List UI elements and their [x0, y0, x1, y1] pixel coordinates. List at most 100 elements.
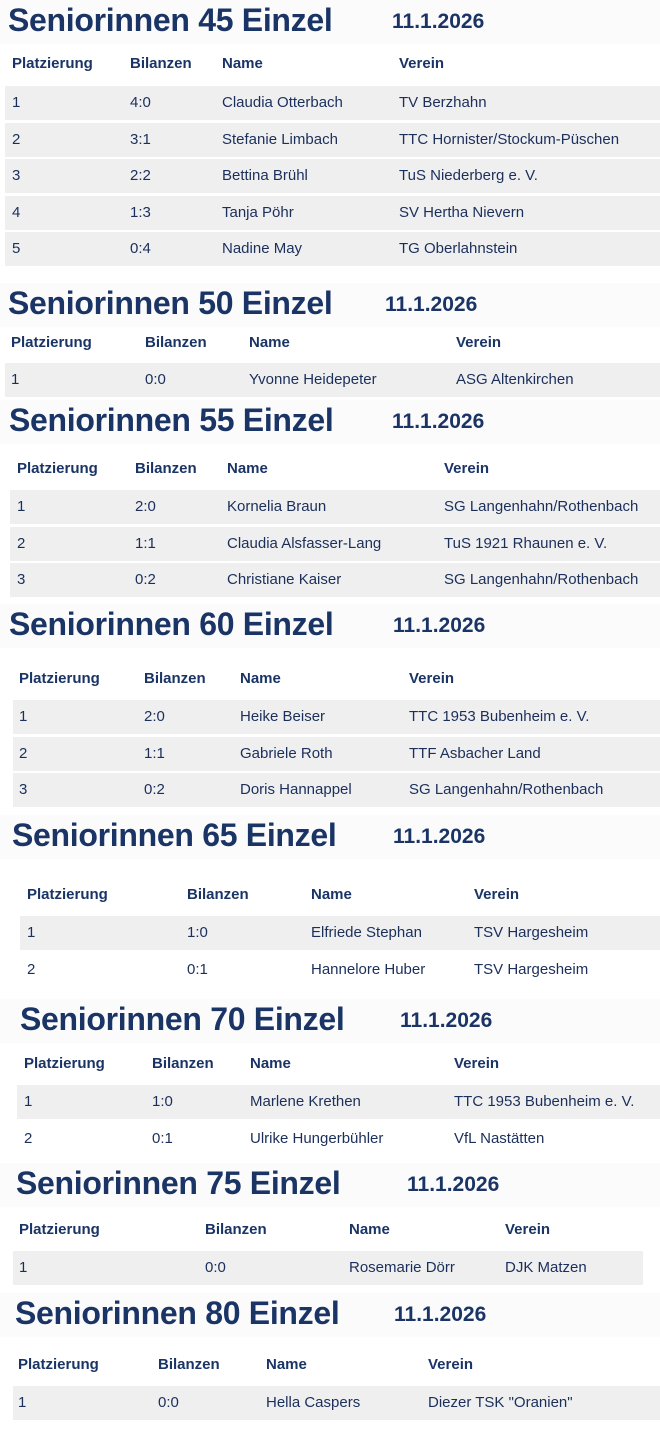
header-verein: Verein — [474, 886, 520, 903]
cell-name: Doris Hannappel — [240, 781, 352, 798]
header-name: Name — [222, 55, 263, 72]
cell-name: Claudia Otterbach — [222, 94, 343, 111]
cell-bilanzen: 0:1 — [187, 960, 208, 978]
section-title: Seniorinnen 70 Einzel — [20, 1001, 345, 1037]
result-section: Seniorinnen 65 Einzel 11.1.2026 Platzierun… — [0, 815, 660, 978]
cell-bilanzen: 3:1 — [130, 130, 151, 148]
header-name: Name — [250, 1055, 291, 1072]
cell-bilanzen: 0:4 — [130, 240, 151, 257]
header-platzierung: Platzierung — [24, 1055, 105, 1072]
table-row: 3 0:2 Doris Hannappel SG Langenhahn/Rothenb… — [13, 773, 660, 807]
cell-verein: TV Berzhahn — [399, 94, 487, 111]
table-row: 1 1:0 Elfriede Stephan TSV Hargesheim — [20, 916, 660, 950]
cell-name: Rosemarie Dörr — [349, 1259, 455, 1276]
cell-name: Nadine May — [222, 240, 303, 257]
table-row: 1 2:0 Kornelia Braun SG Langenhahn/Rothenba… — [10, 490, 660, 524]
header-name: Name — [240, 670, 281, 687]
section-title-row — [0, 1293, 660, 1337]
cell-platzierung: 1 — [19, 1259, 28, 1276]
cell-bilanzen: 2:0 — [135, 498, 156, 515]
table-row: 2 3:1 Stefanie Limbach TTC Hornister/Stocku… — [5, 122, 660, 157]
cell-verein: ASG Altenkirchen — [456, 371, 574, 388]
cell-platzierung: 1 — [12, 94, 21, 111]
cell-name: Stefanie Limbach — [222, 130, 338, 148]
cell-platzierung: 5 — [12, 240, 21, 257]
result-section: Seniorinnen 70 Einzel 11.1.2026 Platzierun… — [0, 999, 660, 1147]
cell-verein: SG Langenhahn/Rothenbach — [409, 781, 604, 798]
table-row: 3 2:2 Bettina Brühl TuS Niederberg e. V. — [5, 159, 660, 193]
cell-bilanzen: 2:0 — [144, 708, 165, 725]
cell-platzierung: 2 — [27, 960, 36, 978]
table-row: 1 0:0 Rosemarie Dörr DJK Matzen — [13, 1251, 643, 1285]
header-bilanzen: Bilanzen — [187, 886, 249, 903]
section-title-row — [0, 400, 660, 444]
section-title: Seniorinnen 75 Einzel — [16, 1165, 341, 1201]
section-date: 11.1.2026 — [392, 10, 485, 33]
cell-bilanzen: 1:3 — [130, 203, 151, 221]
cell-platzierung: 1 — [17, 498, 26, 515]
cell-bilanzen: 0:1 — [152, 1129, 173, 1147]
cell-verein: VfL Nastätten — [454, 1129, 545, 1147]
cell-name: Claudia Alsfasser-Lang — [227, 534, 382, 552]
header-platzierung: Platzierung — [19, 1221, 100, 1238]
result-section: Seniorinnen 45 Einzel 11.1.2026 Platzierun… — [0, 0, 660, 266]
header-platzierung: Platzierung — [17, 460, 98, 477]
cell-bilanzen: 0:0 — [145, 371, 166, 388]
table-row: 3 0:2 Christiane Kaiser SG Langenhahn/Rothe… — [10, 563, 660, 597]
header-platzierung: Platzierung — [11, 334, 92, 351]
cell-platzierung: 2 — [17, 534, 26, 552]
cell-bilanzen: 1:1 — [144, 744, 165, 762]
header-bilanzen: Bilanzen — [145, 334, 207, 351]
cell-platzierung: 1 — [19, 708, 28, 725]
cell-verein: SG Langenhahn/Rothenbach — [444, 498, 639, 515]
cell-bilanzen: 4:0 — [130, 94, 151, 111]
cell-verein: TTC 1953 Bubenheim e. V. — [409, 708, 590, 725]
cell-name: Ulrike Hungerbühler — [250, 1129, 384, 1147]
cell-bilanzen: 1:0 — [152, 1093, 173, 1110]
header-platzierung: Platzierung — [19, 670, 100, 687]
result-section: Seniorinnen 75 Einzel 11.1.2026 Platzierun… — [0, 1163, 660, 1303]
section-title-row — [0, 815, 660, 859]
table-row: 2 0:1 Ulrike Hungerbühler VfL Nastätten — [17, 1122, 660, 1156]
cell-name: Hannelore Huber — [311, 960, 426, 978]
section-date: 11.1.2026 — [394, 1303, 487, 1326]
cell-name: Kornelia Braun — [227, 498, 327, 515]
table-row: 1 0:0 Hella Caspers Diezer TSK "Oranien" — [13, 1386, 660, 1420]
result-section: Seniorinnen 50 Einzel 11.1.2026 Platzierun… — [0, 283, 660, 423]
cell-platzierung: 1 — [11, 371, 20, 388]
header-name: Name — [266, 1356, 307, 1373]
cell-name: Christiane Kaiser — [227, 571, 342, 588]
section-title: Seniorinnen 80 Einzel — [15, 1295, 340, 1331]
header-verein: Verein — [505, 1221, 551, 1238]
section-title: Seniorinnen 50 Einzel — [8, 285, 333, 321]
cell-bilanzen: 0:0 — [158, 1394, 179, 1411]
table-row: 1 1:0 Marlene Krethen TTC 1953 Bubenheim e.… — [17, 1085, 660, 1119]
cell-name: Tanja Pöhr — [222, 203, 294, 221]
cell-bilanzen: 0:0 — [205, 1259, 226, 1276]
header-verein: Verein — [456, 334, 502, 351]
section-date: 11.1.2026 — [393, 614, 486, 637]
section-date: 11.1.2026 — [392, 410, 485, 433]
cell-verein: SG Langenhahn/Rothenbach — [444, 571, 639, 588]
cell-platzierung: 1 — [24, 1093, 33, 1110]
table-row: 2 1:1 Gabriele Roth TTF Asbacher Land — [13, 736, 660, 771]
section-title-row — [0, 604, 660, 648]
cell-platzierung: 2 — [12, 130, 21, 148]
header-bilanzen: Bilanzen — [130, 55, 192, 72]
cell-verein: SV Hertha Nievern — [399, 203, 525, 221]
cell-platzierung: 2 — [19, 744, 28, 762]
cell-platzierung: 1 — [18, 1394, 27, 1411]
section-date: 11.1.2026 — [400, 1009, 493, 1032]
result-section: Seniorinnen 80 Einzel 11.1.2026 Platzierun… — [0, 1293, 660, 1433]
cell-bilanzen: 0:2 — [144, 781, 165, 798]
table-row: 5 0:4 Nadine May TG Oberlahnstein — [5, 232, 660, 266]
cell-verein: DJK Matzen — [505, 1259, 587, 1276]
cell-bilanzen: 2:2 — [130, 167, 151, 184]
section-title: Seniorinnen 60 Einzel — [9, 606, 334, 642]
result-section: Seniorinnen 55 Einzel 11.1.2026 Platzierun… — [0, 400, 660, 597]
cell-verein: TuS 1921 Rhaunen e. V. — [444, 534, 608, 552]
header-platzierung: Platzierung — [27, 886, 108, 903]
header-name: Name — [349, 1221, 390, 1238]
table-row: 2 0:1 Hannelore Huber TSV Hargesheim — [20, 953, 660, 987]
header-bilanzen: Bilanzen — [144, 670, 206, 687]
